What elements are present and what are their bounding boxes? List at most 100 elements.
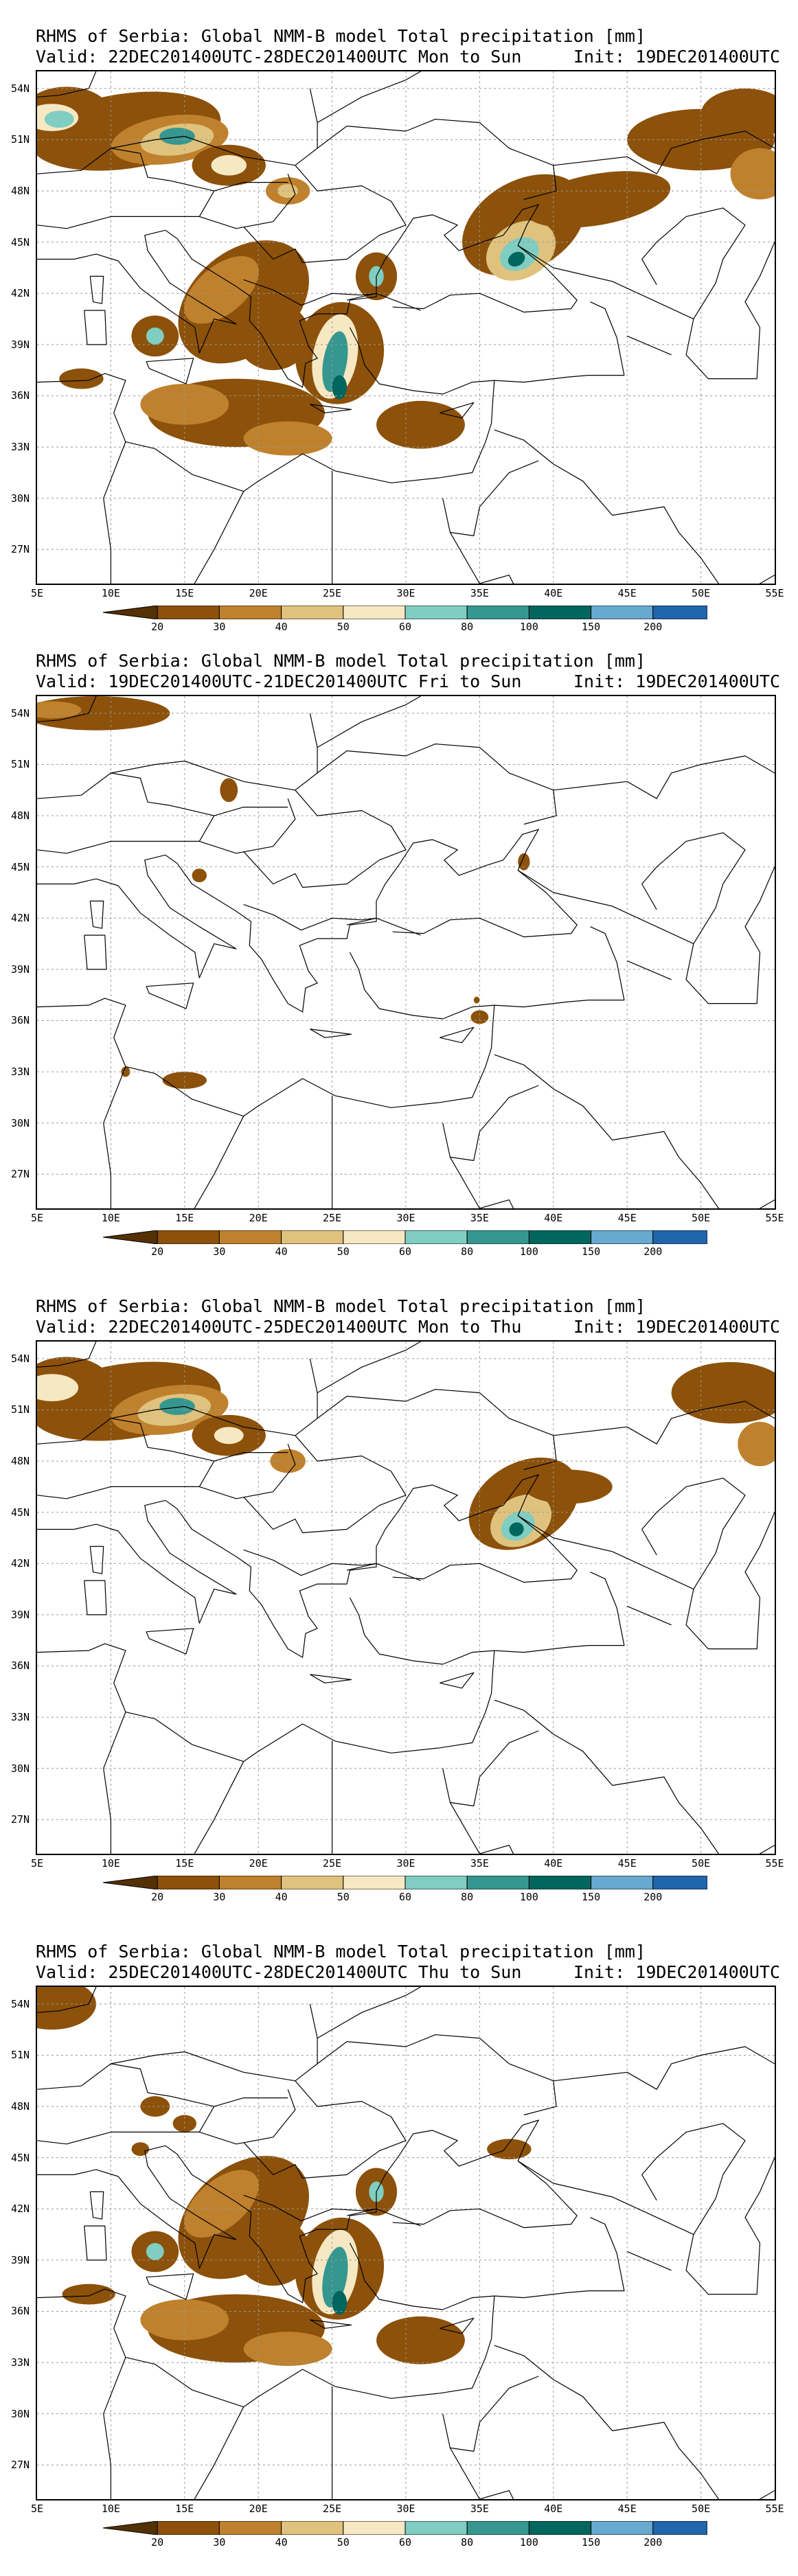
precipitation-area — [220, 778, 238, 803]
coastline — [553, 1401, 775, 1445]
colorbar-tick-label: 200 — [643, 1891, 663, 1903]
coastline — [656, 1477, 775, 1650]
precipitation-area — [37, 1374, 79, 1402]
lon-tick-label: 20E — [249, 1212, 268, 1224]
coastline — [317, 1388, 557, 1471]
map-svg — [37, 71, 775, 584]
colorbar-segment — [404, 2521, 468, 2535]
coastline — [194, 491, 244, 584]
precipitation-area — [162, 1072, 207, 1089]
coastline — [517, 2161, 694, 2235]
colorbar-min-arrow — [103, 2521, 158, 2535]
coastline — [626, 1605, 672, 1626]
lon-tick-label: 25E — [323, 1857, 342, 1870]
lat-tick-label: 27N — [11, 2459, 30, 2472]
colorbar-tick-label: 40 — [275, 1245, 288, 1258]
panel-title: RHMS of Serbia: Global NMM-B model Total… — [36, 26, 646, 46]
colorbar-tick-label: 80 — [461, 1245, 474, 1258]
colorbar-segment — [652, 1876, 707, 1889]
precipitation-area — [332, 375, 347, 400]
coastline — [165, 204, 578, 388]
colorbar-segment — [652, 606, 707, 619]
panel-init-time: Init: 19DEC201400UTC — [573, 1962, 780, 1982]
coastline — [111, 2063, 214, 2107]
colorbar-tick-label: 60 — [398, 1891, 412, 1903]
colorbar-tick-label: 80 — [461, 621, 474, 633]
precipitation-area — [59, 368, 104, 389]
colorbar-tick-label: 20 — [151, 1891, 164, 1903]
coastline — [449, 532, 514, 584]
coastline — [494, 1054, 775, 1208]
forecast-panel-4: RHMS of Serbia: Global NMM-B model Total… — [0, 1936, 798, 2576]
colorbar-segment — [218, 1876, 282, 1889]
coastline — [37, 798, 296, 854]
precipitation-area — [159, 1398, 195, 1415]
coastline — [243, 165, 407, 264]
lon-tick-label: 10E — [101, 2503, 120, 2515]
colorbar-segment — [157, 1876, 220, 1889]
colorbar-segment — [157, 1230, 220, 1244]
colorbar-tick-label: 200 — [643, 2536, 663, 2549]
coastline — [310, 1674, 352, 1683]
colorbar-segment — [528, 1876, 592, 1889]
lon-tick-label: 5E — [30, 1212, 44, 1224]
coastline — [517, 870, 694, 945]
coastline — [442, 498, 480, 537]
colorbar-segment — [157, 606, 220, 619]
coastline — [317, 743, 557, 825]
lon-tick-label: 45E — [617, 1857, 637, 1870]
precipitation-area — [211, 154, 247, 176]
colorbar-segment — [218, 1230, 282, 1244]
lat-tick-label: 54N — [11, 82, 30, 95]
lat-tick-label: 51N — [11, 2049, 30, 2062]
coastline — [37, 1987, 97, 2013]
coastline — [84, 310, 107, 345]
colorbar-min-arrow — [103, 1876, 158, 1889]
lat-tick-label: 48N — [11, 185, 30, 198]
lat-tick-label: 51N — [11, 758, 30, 771]
coastline — [553, 2046, 775, 2090]
coastline — [310, 404, 352, 413]
colorbar-segment — [591, 1230, 654, 1244]
colorbar-segment — [528, 2521, 592, 2535]
lat-tick-label: 30N — [11, 1762, 30, 1775]
lon-tick-label: 30E — [396, 587, 415, 599]
map-svg — [37, 1987, 775, 2499]
colorbar — [103, 2521, 707, 2535]
coastline — [449, 2448, 514, 2499]
coastline — [146, 1628, 194, 1655]
coastline — [641, 1512, 657, 1556]
coastline — [310, 1028, 352, 1038]
precipitation-area — [192, 869, 207, 883]
coastline — [449, 1157, 514, 1208]
coastline — [194, 1116, 244, 1208]
precipitation-area — [730, 148, 775, 200]
lat-tick-label: 27N — [11, 1813, 30, 1826]
lat-tick-label: 33N — [11, 1711, 30, 1724]
coastline — [442, 1768, 480, 1807]
precipitation-area — [184, 256, 259, 324]
lon-tick-label: 15E — [175, 2503, 194, 2515]
colorbar-tick-label: 50 — [337, 2536, 350, 2549]
coastline — [103, 2357, 126, 2499]
coastline — [165, 2119, 578, 2303]
lon-tick-label: 55E — [765, 587, 784, 599]
lat-tick-label: 36N — [11, 1659, 30, 1672]
coastline — [165, 1474, 578, 1658]
lon-tick-label: 25E — [323, 587, 342, 599]
coastline — [479, 460, 539, 507]
coastline — [442, 1123, 480, 1162]
forecast-panel-2: RHMS of Serbia: Global NMM-B model Total… — [0, 645, 798, 1291]
lat-tick-label: 33N — [11, 2356, 30, 2369]
colorbar-tick-label: 100 — [519, 621, 538, 633]
coastline — [656, 832, 775, 1004]
coastline — [494, 2345, 775, 2499]
lat-tick-label: 42N — [11, 2203, 30, 2216]
coastline — [440, 402, 475, 419]
lon-tick-label: 50E — [692, 587, 711, 599]
coastline — [243, 279, 377, 306]
lat-tick-label: 48N — [11, 2100, 30, 2113]
coastline — [440, 1026, 475, 1044]
coastline — [37, 173, 296, 229]
colorbar-tick-label: 60 — [398, 621, 412, 633]
